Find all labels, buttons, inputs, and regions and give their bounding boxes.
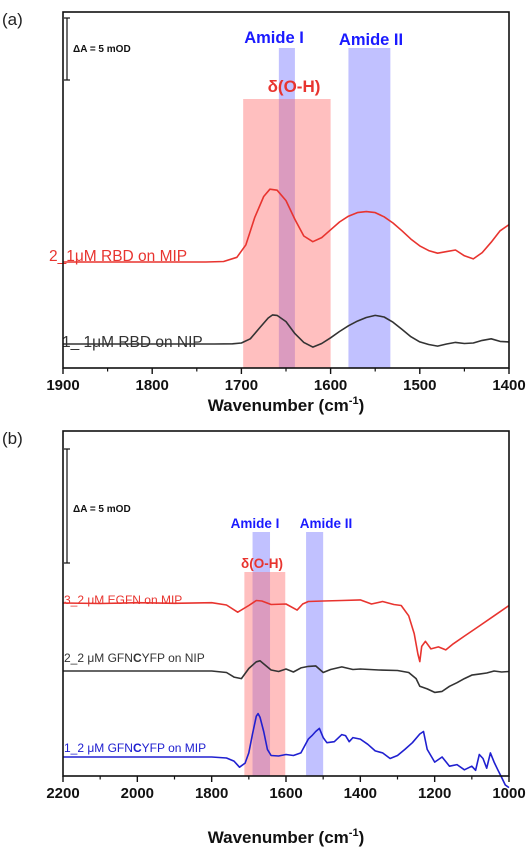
x-tick-label: 1900 xyxy=(46,377,79,394)
panel-b-scale-bar: ΔA = 5 mOD xyxy=(64,448,131,564)
panel-a: (a) Amide I Amide II δ(O-H) 2_1μM RBD on MI… xyxy=(2,10,526,415)
series-line-2-2-m-gfncyfp-on-nip xyxy=(63,660,510,694)
series-label-3-2-m-egfn-on-mip: 3_2 μM EGFN on MIP xyxy=(64,593,182,607)
band-amide-i xyxy=(278,48,295,368)
series-line-1-1-m-rbd-on-nip xyxy=(63,314,510,348)
series-line-3-2-m-egfn-on-mip xyxy=(62,599,510,663)
x-tick-label: 1600 xyxy=(314,377,347,394)
x-tick-label: 1500 xyxy=(403,377,436,394)
panel-a-bands: Amide I Amide II δ(O-H) xyxy=(243,29,403,368)
band-label-amide-i: Amide I xyxy=(231,516,280,531)
series-line-1-2-m-gfncyfp-on-mip xyxy=(63,712,510,789)
series-label-1-1-m-rbd-on-nip: 1_ 1μM RBD on NIP xyxy=(62,334,203,351)
band-label-delta-oh: δ(O-H) xyxy=(241,556,283,571)
x-tick-label: 1800 xyxy=(136,377,169,394)
panel-b: (b) Amide I Amide II δ(O-H) 3_2 μM EGFN on … xyxy=(2,429,526,847)
x-tick-label: 1600 xyxy=(269,785,302,802)
panel-a-x-axis-title: Wavenumber (cm-1) xyxy=(208,395,365,415)
band-amide-ii xyxy=(306,532,324,776)
panel-a-label: (a) xyxy=(2,10,23,29)
scale-bar-label: ΔA = 5 mOD xyxy=(73,504,131,515)
panel-b-bands: Amide I Amide II δ(O-H) xyxy=(231,516,353,776)
band-label-amide-ii: Amide II xyxy=(300,516,353,531)
band-label-delta-oh: δ(O-H) xyxy=(268,77,321,96)
band-label-amide-i: Amide I xyxy=(244,29,304,47)
x-tick-label: 2000 xyxy=(121,785,154,802)
band-amide-ii xyxy=(348,48,391,368)
x-tick-label: 2200 xyxy=(46,785,79,802)
x-tick-label: 1400 xyxy=(492,377,525,394)
series-label-1-2-m-gfncyfp-on-mip: 1_2 μM GFNCYFP on MIP xyxy=(64,741,206,755)
x-tick-label: 1700 xyxy=(225,377,258,394)
x-tick-label: 1200 xyxy=(418,785,451,802)
x-tick-label: 1400 xyxy=(344,785,377,802)
panel-b-x-axis-title: Wavenumber (cm-1) xyxy=(208,827,365,847)
x-tick-label: 1800 xyxy=(195,785,228,802)
x-tick-label: 1000 xyxy=(492,785,525,802)
band-delta-oh xyxy=(243,99,331,368)
panel-a-x-axis: 1900 1800 1700 1600 1500 1400 xyxy=(46,368,526,394)
series-label-2-1-m-rbd-on-mip: 2_1μM RBD on MIP xyxy=(49,248,187,265)
panel-b-x-axis: 2200 2000 1800 1600 1400 1200 1000 xyxy=(46,776,526,802)
panel-b-label: (b) xyxy=(2,429,23,448)
scale-bar-label: ΔA = 5 mOD xyxy=(73,44,131,55)
panel-a-scale-bar: ΔA = 5 mOD xyxy=(64,17,131,81)
series-label-2-2-m-gfncyfp-on-nip: 2_2 μM GFNCYFP on NIP xyxy=(64,651,205,665)
band-label-amide-ii: Amide II xyxy=(339,31,403,49)
series-line-2-1-m-rbd-on-mip xyxy=(63,188,510,263)
